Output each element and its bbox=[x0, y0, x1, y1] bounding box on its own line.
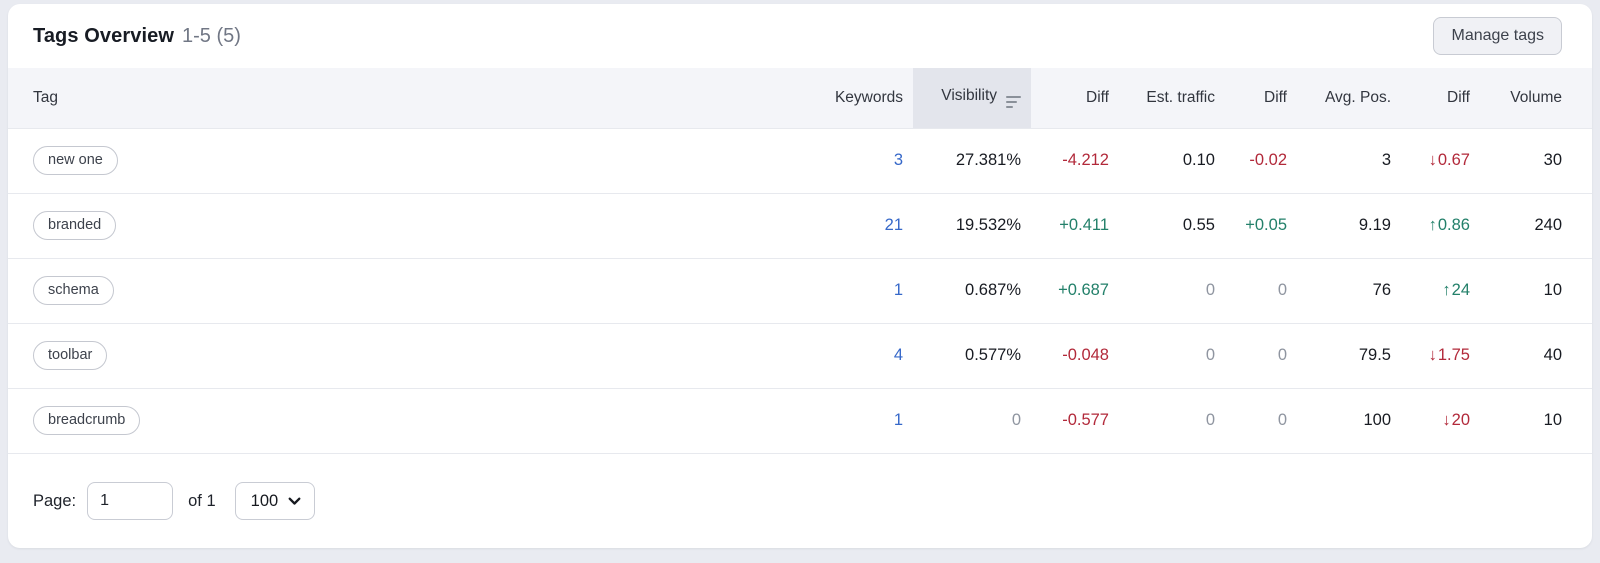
table-row: schema 1 0.687% +0.687 0 0 76 ↑24 10 bbox=[8, 257, 1592, 323]
rows-range: 1-5 (5) bbox=[182, 24, 241, 47]
est-traffic-value: 0 bbox=[1119, 387, 1225, 453]
table-row: toolbar 4 0.577% -0.048 0 0 79.5 ↓1.75 4… bbox=[8, 322, 1592, 388]
per-page-select[interactable]: 100 bbox=[234, 482, 316, 520]
visibility-diff-value: -0.577 bbox=[1031, 387, 1119, 453]
volume-value: 10 bbox=[1480, 257, 1592, 323]
visibility-diff-value: +0.687 bbox=[1031, 257, 1119, 323]
tags-overview-card: Tags Overview 1-5 (5) Manage tags Tag Ke… bbox=[8, 4, 1592, 548]
page-total-label: of 1 bbox=[188, 491, 216, 510]
chevron-down-icon bbox=[288, 497, 301, 505]
trend-arrow-icon: ↓ bbox=[1442, 411, 1451, 430]
visibility-value: 0.687% bbox=[913, 257, 1031, 323]
avg-pos-value: 79.5 bbox=[1297, 322, 1401, 388]
visibility-diff-value: -4.212 bbox=[1031, 127, 1119, 193]
title-bar: Tags Overview 1-5 (5) Manage tags bbox=[8, 4, 1592, 68]
volume-value: 40 bbox=[1480, 322, 1592, 388]
avg-pos-value: 76 bbox=[1297, 257, 1401, 323]
column-header-pos-diff[interactable]: Diff bbox=[1401, 68, 1480, 128]
est-traffic-value: 0 bbox=[1119, 322, 1225, 388]
trend-arrow-icon: ↑ bbox=[1442, 281, 1451, 299]
manage-tags-button[interactable]: Manage tags bbox=[1433, 17, 1562, 55]
tag-label: schema bbox=[48, 282, 99, 298]
trend-arrow-icon: ↓ bbox=[1428, 346, 1437, 364]
table-row: branded 21 19.532% +0.411 0.55 +0.05 9.1… bbox=[8, 192, 1592, 258]
tag-pill[interactable]: toolbar bbox=[33, 341, 108, 370]
traffic-diff-value: 0 bbox=[1225, 257, 1297, 323]
visibility-diff-value: -0.048 bbox=[1031, 322, 1119, 388]
pos-diff-value: ↑24 bbox=[1401, 257, 1480, 323]
column-header-traffic-diff[interactable]: Diff bbox=[1225, 68, 1297, 128]
avg-pos-value: 3 bbox=[1297, 127, 1401, 193]
avg-pos-value: 9.19 bbox=[1297, 192, 1401, 258]
per-page-value: 100 bbox=[250, 491, 279, 510]
keywords-count-link[interactable]: 3 bbox=[818, 127, 913, 193]
sort-descending-icon bbox=[1006, 96, 1021, 109]
keywords-count-link[interactable]: 4 bbox=[818, 322, 913, 388]
traffic-diff-value: 0 bbox=[1225, 322, 1297, 388]
table-row: breadcrumb 1 0 -0.577 0 0 100 ↓20 10 bbox=[8, 387, 1592, 453]
tag-pill[interactable]: schema bbox=[33, 276, 114, 305]
keywords-count-link[interactable]: 1 bbox=[818, 387, 913, 453]
table-row: new one 3 27.381% -4.212 0.10 -0.02 3 ↓0… bbox=[8, 127, 1592, 193]
page-number-input[interactable] bbox=[87, 482, 174, 520]
volume-value: 30 bbox=[1480, 127, 1592, 193]
pos-diff-value: ↑0.86 bbox=[1401, 192, 1480, 258]
tag-label: breadcrumb bbox=[48, 412, 126, 429]
keywords-count-link[interactable]: 1 bbox=[818, 257, 913, 323]
keywords-count-link[interactable]: 21 bbox=[818, 192, 913, 258]
tag-label: new one bbox=[48, 152, 103, 168]
column-header-keywords[interactable]: Keywords bbox=[818, 68, 913, 128]
column-header-avg-pos[interactable]: Avg. Pos. bbox=[1297, 68, 1401, 128]
tags-table: Tag Keywords Visibility Diff Est. traffi… bbox=[8, 68, 1592, 453]
visibility-value: 0 bbox=[913, 387, 1031, 453]
visibility-value: 0.577% bbox=[913, 322, 1031, 388]
pos-diff-value: ↓20 bbox=[1401, 387, 1480, 453]
est-traffic-value: 0 bbox=[1119, 257, 1225, 323]
column-header-tag[interactable]: Tag bbox=[8, 68, 818, 128]
pos-diff-value: ↓1.75 bbox=[1401, 322, 1480, 388]
trend-arrow-icon: ↑ bbox=[1428, 216, 1437, 234]
page-label: Page: bbox=[33, 491, 77, 510]
pos-diff-value: ↓0.67 bbox=[1401, 127, 1480, 193]
trend-arrow-icon: ↓ bbox=[1428, 151, 1437, 169]
column-header-est-traffic[interactable]: Est. traffic bbox=[1119, 68, 1225, 128]
tag-pill[interactable]: branded bbox=[33, 211, 117, 240]
tag-pill[interactable]: new one bbox=[33, 146, 118, 175]
traffic-diff-value: -0.02 bbox=[1225, 127, 1297, 193]
visibility-value: 19.532% bbox=[913, 192, 1031, 258]
tag-label: toolbar bbox=[48, 347, 93, 363]
column-header-visibility-diff[interactable]: Diff bbox=[1031, 68, 1119, 128]
table-header-row: Tag Keywords Visibility Diff Est. traffi… bbox=[8, 68, 1592, 128]
page-title: Tags Overview bbox=[33, 24, 174, 47]
est-traffic-value: 0.55 bbox=[1119, 192, 1225, 258]
tag-label: branded bbox=[48, 217, 102, 233]
column-header-volume[interactable]: Volume bbox=[1480, 68, 1592, 128]
column-header-visibility[interactable]: Visibility bbox=[913, 68, 1031, 128]
est-traffic-value: 0.10 bbox=[1119, 127, 1225, 193]
avg-pos-value: 100 bbox=[1297, 387, 1401, 453]
traffic-diff-value: +0.05 bbox=[1225, 192, 1297, 258]
traffic-diff-value: 0 bbox=[1225, 387, 1297, 453]
visibility-diff-value: +0.411 bbox=[1031, 192, 1119, 258]
visibility-value: 27.381% bbox=[913, 127, 1031, 193]
pagination-bar: Page: of 1 100 bbox=[8, 453, 1592, 548]
volume-value: 10 bbox=[1480, 387, 1592, 453]
volume-value: 240 bbox=[1480, 192, 1592, 258]
tag-pill[interactable]: breadcrumb bbox=[33, 406, 141, 436]
